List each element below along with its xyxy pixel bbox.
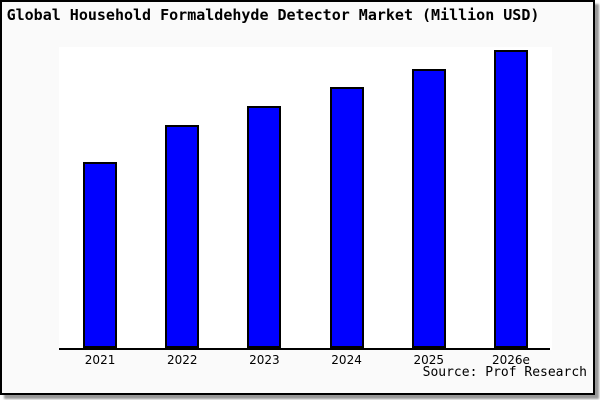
- x-tick-2023: 2023: [249, 353, 280, 367]
- plot-area: [59, 47, 552, 350]
- bar-2025: [411, 69, 446, 348]
- x-axis-line: [59, 348, 550, 350]
- bar-2022: [165, 125, 200, 348]
- bar-2026e: [493, 50, 528, 348]
- x-tick-2024: 2024: [331, 353, 362, 367]
- bar-2021: [83, 162, 118, 348]
- x-tick-2025: 2025: [413, 353, 445, 367]
- x-tick-2026e: 2026e: [491, 353, 530, 367]
- source-credit: Source: Prof Research: [422, 365, 587, 380]
- x-tick-2021: 2021: [84, 353, 116, 367]
- chart-frame: Global Household Formaldehyde Detector M…: [0, 0, 595, 395]
- chart-title: Global Household Formaldehyde Detector M…: [6, 6, 540, 24]
- bar-2023: [247, 106, 282, 348]
- x-tick-2022: 2022: [166, 353, 198, 367]
- bar-2024: [329, 87, 364, 348]
